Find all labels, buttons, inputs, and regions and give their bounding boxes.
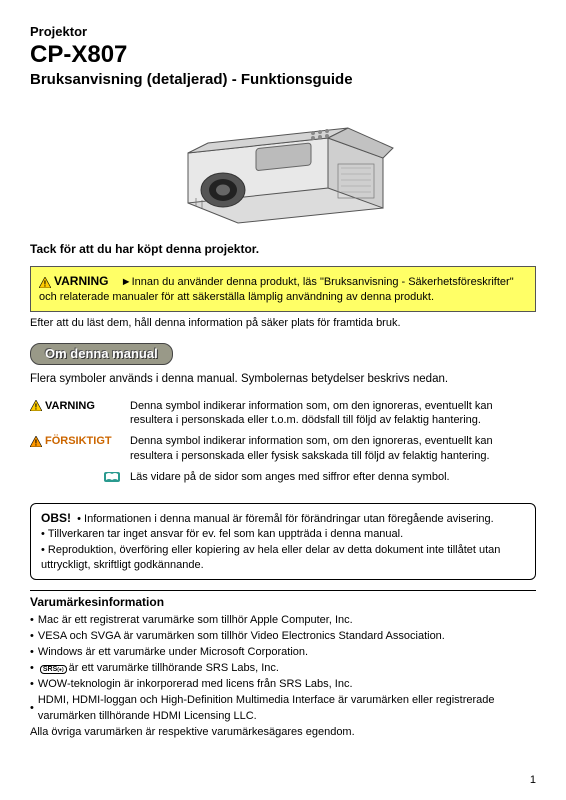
obs-label: OBS!: [41, 511, 71, 525]
symbol-caution-text: Denna symbol indikerar information som, …: [126, 434, 536, 470]
symbol-warning-label: VARNING: [30, 399, 126, 435]
warning-box: VARNING ►Innan du använder denna produkt…: [30, 266, 536, 312]
srs-logo-icon: SRS(●): [40, 665, 67, 674]
section-heading-pill: Om denna manual: [30, 343, 173, 365]
warning-triangle-icon: [39, 277, 51, 288]
thanks-text: Tack för att du har köpt denna projektor…: [30, 242, 536, 256]
tm-item: Windows är ett varumärke under Microsoft…: [38, 645, 308, 661]
symbol-caution-label: FÖRSIKTIGT: [30, 434, 126, 470]
tm-item: WOW-teknologin är inkorporerad med licen…: [38, 677, 353, 693]
arrow-icon: ►: [121, 276, 132, 288]
symbol-book-text: Läs vidare på de sidor som anges med sif…: [126, 470, 536, 491]
tm-footer: Alla övriga varumärken är respektive var…: [30, 725, 536, 741]
warning-body: Innan du använder denna produkt, läs "Br…: [39, 276, 514, 303]
tm-item: VESA och SVGA är varumärken som tillhör …: [38, 629, 445, 645]
tm-item: Mac är ett registrerat varumärke som til…: [38, 613, 353, 629]
symbol-book-label: [30, 470, 126, 491]
tm-item-srs: är ett varumärke tillhörande SRS Labs, I…: [69, 661, 279, 677]
page-title: CP-X807: [30, 41, 536, 69]
warning-after-text: Efter att du läst dem, håll denna inform…: [30, 316, 536, 331]
intro-text: Flera symboler används i denna manual. S…: [30, 373, 536, 385]
trademark-list: •Mac är ett registrerat varumärke som ti…: [30, 613, 536, 741]
obs-item-1: Informationen i denna manual är föremål …: [84, 513, 494, 525]
trademark-heading: Varumärkesinformation: [30, 590, 536, 609]
subtitle: Bruksanvisning (detaljerad) - Funktionsg…: [30, 71, 536, 88]
warning-triangle-icon: [30, 400, 42, 411]
book-icon: [104, 471, 120, 483]
pretitle: Projektor: [30, 24, 536, 39]
symbol-table: VARNING Denna symbol indikerar informati…: [30, 399, 536, 491]
caution-triangle-icon: [30, 436, 42, 447]
obs-box: OBS! • Informationen i denna manual är f…: [30, 503, 536, 581]
page-number: 1: [530, 774, 536, 786]
warning-label: VARNING: [54, 274, 108, 288]
projector-illustration: [30, 98, 536, 228]
obs-item-2: Tillverkaren tar inget ansvar för ev. fe…: [48, 528, 403, 540]
obs-item-3: Reproduktion, överföring eller kopiering…: [41, 544, 500, 571]
tm-item: HDMI, HDMI-loggan och High-Definition Mu…: [38, 693, 536, 725]
symbol-warning-text: Denna symbol indikerar information som, …: [126, 399, 536, 435]
